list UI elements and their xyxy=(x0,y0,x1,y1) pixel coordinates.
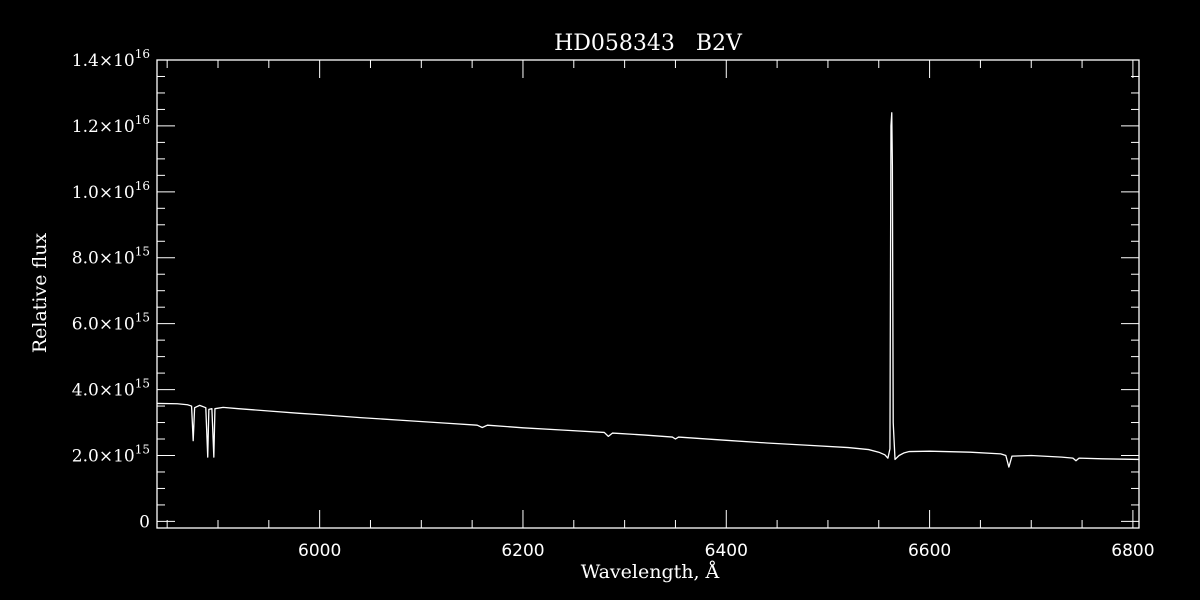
y-tick-label: 1.4×1016 xyxy=(72,47,150,71)
axes: 6000 6200 6400 6600 6800 0 2.0×1015 4.0×1015 6.0… xyxy=(72,47,1155,561)
plot-frame xyxy=(156,59,1140,529)
y-tick-label: 8.0×1015 xyxy=(72,245,150,269)
chart-title: HD058343 B2V xyxy=(554,31,743,56)
x-tick-label: 6800 xyxy=(1111,541,1154,561)
y-tick-label: 1.2×1016 xyxy=(72,113,150,137)
y-tick-label: 6.0×1015 xyxy=(72,311,150,335)
x-tick-label: 6000 xyxy=(298,541,341,561)
x-tick-label: 6600 xyxy=(908,541,951,561)
series-layer xyxy=(156,112,1140,468)
y-tick-label: 0 xyxy=(139,512,150,532)
x-tick-label: 6400 xyxy=(705,541,748,561)
y-tick-label: 4.0×1015 xyxy=(72,377,150,401)
x-tick-label: 6200 xyxy=(501,541,544,561)
spectrum-line xyxy=(156,112,1140,468)
y-axis-label: Relative flux xyxy=(29,233,51,354)
y-tick-label: 2.0×1015 xyxy=(72,442,150,466)
x-axis-label: Wavelength, Å xyxy=(581,561,720,583)
y-tick-label: 1.0×1016 xyxy=(72,179,150,203)
